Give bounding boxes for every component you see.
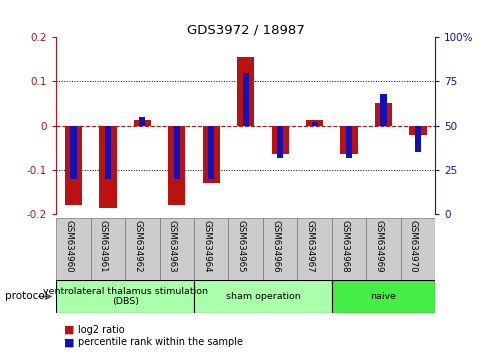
Bar [99,126,116,207]
Text: GSM634962: GSM634962 [133,220,142,273]
Bar [400,218,434,280]
Bar [70,126,77,179]
Bar [125,218,159,280]
Bar [380,94,386,126]
Text: GSM634961: GSM634961 [99,220,108,273]
Bar [408,126,426,135]
Bar [242,73,248,126]
Bar [263,218,297,280]
Text: sham operation: sham operation [225,292,300,301]
Bar [331,280,434,313]
Bar [237,57,254,126]
Text: GSM634960: GSM634960 [64,220,73,273]
Bar [331,218,366,280]
Text: GSM634968: GSM634968 [339,220,348,273]
Bar [374,103,391,126]
Bar [311,122,317,126]
Bar [134,120,151,126]
Bar [159,218,194,280]
Bar [104,126,111,179]
Bar [173,126,180,179]
Text: ventrolateral thalamus stimulation
(DBS): ventrolateral thalamus stimulation (DBS) [42,287,207,306]
Text: protocol: protocol [5,291,47,302]
Bar [202,126,220,183]
Bar [208,126,214,179]
Bar [277,126,283,158]
Bar [65,126,82,205]
Text: GSM634963: GSM634963 [167,220,177,273]
Bar [194,280,331,313]
Bar [56,218,90,280]
Text: GSM634969: GSM634969 [374,220,383,273]
Bar [56,280,194,313]
Bar [271,126,288,154]
Bar [346,126,351,158]
Bar [340,126,357,154]
Text: ■: ■ [63,325,74,335]
Bar [228,218,263,280]
Text: GSM634970: GSM634970 [408,220,417,273]
Text: percentile rank within the sample: percentile rank within the sample [78,337,243,347]
Bar [194,218,228,280]
Text: log2 ratio: log2 ratio [78,325,124,335]
Bar [168,126,185,205]
Bar [305,120,323,126]
Bar [366,218,400,280]
Bar [414,126,420,152]
Text: naive: naive [370,292,396,301]
Text: ■: ■ [63,337,74,347]
Bar [139,117,145,126]
Text: GSM634966: GSM634966 [271,220,280,273]
Bar [297,218,331,280]
Bar [90,218,125,280]
Text: GSM634965: GSM634965 [236,220,245,273]
Text: GSM634964: GSM634964 [202,220,211,273]
Text: GSM634967: GSM634967 [305,220,314,273]
Title: GDS3972 / 18987: GDS3972 / 18987 [186,23,304,36]
